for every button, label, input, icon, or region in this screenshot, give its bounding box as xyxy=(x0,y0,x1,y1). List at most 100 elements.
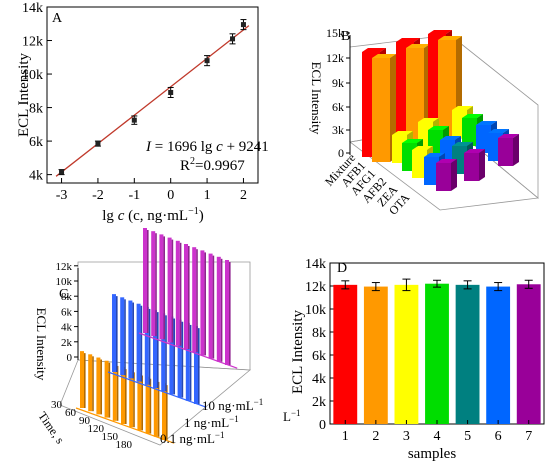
panel-c-peak xyxy=(80,351,84,408)
panel-b-bar-top xyxy=(406,44,430,48)
panel-c-ytick-label: 6k xyxy=(61,306,73,318)
panel-b-bar-top xyxy=(412,146,433,150)
panel-c-peak-shadow xyxy=(181,321,184,398)
panel-c-peak-shadow xyxy=(155,233,157,337)
panel-a-frame xyxy=(46,6,259,184)
panel-c-peak-shadow xyxy=(229,262,231,365)
panel-c-series-label: 1 ng·mL−1 xyxy=(184,414,239,430)
panel-c-peak xyxy=(185,322,190,401)
panel-d-xtick-label: 1 xyxy=(342,429,349,444)
panel-b-bar-top xyxy=(452,106,473,110)
panel-d: D ECL Intensity samples 0 2k 4k 6k 8k 10k 12k 1… xyxy=(290,257,545,462)
panel-a-point xyxy=(59,169,65,175)
panel-b-bar xyxy=(372,58,390,162)
panel-c-peak xyxy=(121,367,125,424)
panel-c-peak xyxy=(184,244,188,349)
panel-c-peak-shadow xyxy=(100,359,102,415)
panel-c-peak xyxy=(88,354,93,412)
panel-b-bar xyxy=(436,163,451,191)
panel-b-ytick-label: 12k xyxy=(326,51,344,65)
panel-a-ytick-label: 14k xyxy=(22,1,43,16)
panel-c-peak xyxy=(169,316,174,395)
panel-d-bar xyxy=(425,283,449,424)
panel-a-xtick-label: 1 xyxy=(204,188,211,203)
panel-c-peak xyxy=(177,319,182,398)
panel-c-extra-label: L−1 xyxy=(283,408,301,424)
panel-c-peak xyxy=(208,253,213,359)
panel-c-peak-shadow xyxy=(166,385,168,440)
panel-c-peak-shadow xyxy=(179,242,182,346)
panel-b-bar-top xyxy=(428,126,449,130)
panel-c-time-tick: 120 xyxy=(88,423,105,435)
panel-c-peak-shadow xyxy=(204,252,206,356)
panel-c: C ECL Intensity Time, s 0 2k 4k 6k 8k 10k 12k 3… xyxy=(34,228,301,451)
panel-c-peak-shadow xyxy=(171,239,174,343)
panel-b-ytick-label: 3k xyxy=(332,123,344,137)
panel-a-ytick-label: 4k xyxy=(29,169,43,184)
panel-d-ytick-label: 6k xyxy=(312,349,326,364)
panel-d-ytick-label: 12k xyxy=(305,280,326,295)
panel-b-bar xyxy=(438,40,456,142)
panel-c-letter: C xyxy=(59,287,68,302)
panel-c-peak-shadow xyxy=(147,230,149,333)
panel-c-peak-shadow xyxy=(108,362,111,418)
panel-c-ylabel: ECL Intensity xyxy=(34,308,49,381)
panel-c-ytick-label: 4k xyxy=(61,322,73,334)
panel-c-baseline xyxy=(107,371,207,408)
panel-d-xtick-label: 7 xyxy=(525,429,532,444)
panel-c-peak xyxy=(143,228,147,333)
panel-c-time-tick: 30 xyxy=(51,399,63,411)
panel-c-peak-shadow xyxy=(157,381,160,437)
panel-b-bar-side xyxy=(479,149,485,181)
panel-c-ytick-label: 8k xyxy=(61,291,73,303)
panel-c-time-tick: 60 xyxy=(65,407,77,419)
panel-a-ytick-label: 6k xyxy=(29,135,43,150)
panel-b-bar-top xyxy=(424,153,445,157)
panel-c-peak xyxy=(96,357,101,415)
panel-b-bar-side xyxy=(513,134,519,166)
panel-d-ylabel: ECL Intensity xyxy=(290,309,306,394)
panel-d-xtick-label: 5 xyxy=(464,429,471,444)
panel-c-floor xyxy=(59,359,252,446)
panel-c-baseline xyxy=(75,407,175,444)
panel-c-ytick-label: 10k xyxy=(56,276,73,288)
panel-c-peak-shadow xyxy=(133,372,135,428)
panel-c-peak xyxy=(159,234,164,340)
panel-c-peak xyxy=(128,300,133,379)
panel-c-peak-shadow xyxy=(212,255,215,359)
panel-a-ylabel: ECL Intensity xyxy=(16,52,32,137)
panel-b-bar xyxy=(424,157,439,185)
panel-c-peak xyxy=(153,379,158,437)
panel-b-ytick-label: 15k xyxy=(326,26,344,40)
panel-d-xtick-label: 6 xyxy=(495,429,502,444)
panel-c-peak-shadow xyxy=(92,356,94,412)
panel-c-peak-shadow xyxy=(165,315,167,392)
panel-d-ytick-label: 2k xyxy=(312,395,326,410)
panel-b-bar-top xyxy=(452,142,473,146)
panel-c-peak-shadow xyxy=(140,305,143,382)
panel-c-peak-shadow xyxy=(148,308,151,385)
panel-a-r2: R2=0.9967 xyxy=(180,156,245,174)
panel-a-point xyxy=(95,141,101,147)
panel-d-ytick-label: 8k xyxy=(312,326,326,341)
panel-c-peak xyxy=(136,303,141,382)
panel-d-bar xyxy=(486,286,511,424)
panel-c-peak xyxy=(104,360,109,418)
panel-c-peak xyxy=(161,313,166,392)
panel-a-xtick-label: 0 xyxy=(167,188,174,203)
panel-d-xtick-label: 4 xyxy=(434,429,441,444)
panel-b-letter: B xyxy=(341,29,350,44)
panel-b-bar-top xyxy=(464,149,485,153)
panel-c-peak xyxy=(167,237,172,343)
panel-a-ytick-label: 12k xyxy=(22,35,43,50)
panel-b-bar-top xyxy=(372,54,396,58)
panel-c-peak-shadow xyxy=(116,365,119,421)
panel-d-xlabel: samples xyxy=(408,446,456,462)
panel-b-bar xyxy=(498,138,513,166)
panel-a-point xyxy=(204,58,210,64)
panel-b-bar-top xyxy=(476,121,497,125)
panel-a-point xyxy=(131,117,137,123)
panel-c-peak-shadow xyxy=(196,249,198,353)
panel-a-xtick-label: -3 xyxy=(56,188,68,203)
